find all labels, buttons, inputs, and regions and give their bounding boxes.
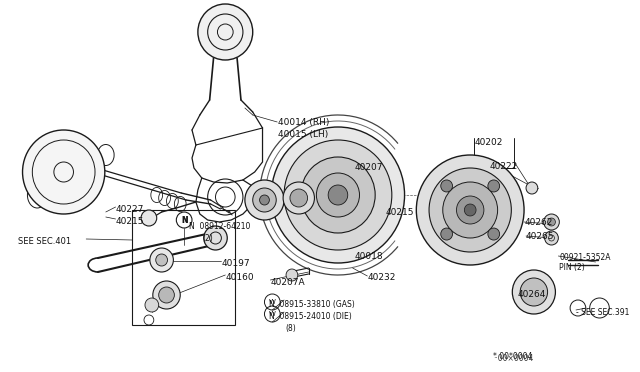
- Circle shape: [301, 157, 375, 233]
- Circle shape: [488, 228, 500, 240]
- Circle shape: [520, 278, 548, 306]
- Circle shape: [545, 231, 558, 245]
- Text: 40227: 40227: [116, 205, 144, 214]
- Text: 40014 (RH): 40014 (RH): [278, 118, 330, 127]
- Circle shape: [328, 185, 348, 205]
- Text: SEE SEC.401: SEE SEC.401: [18, 237, 71, 246]
- Circle shape: [316, 173, 360, 217]
- Circle shape: [198, 4, 253, 60]
- Text: N: N: [181, 215, 188, 224]
- Text: PIN (2): PIN (2): [559, 263, 585, 272]
- Text: * 00*0004: * 00*0004: [493, 352, 532, 361]
- Text: 40232: 40232: [367, 273, 396, 282]
- Text: 40215: 40215: [386, 208, 415, 217]
- Circle shape: [526, 182, 538, 194]
- Circle shape: [141, 210, 157, 226]
- Circle shape: [512, 270, 556, 314]
- Circle shape: [488, 180, 500, 192]
- Circle shape: [159, 287, 174, 303]
- Circle shape: [156, 254, 168, 266]
- Text: 40215: 40215: [116, 217, 144, 226]
- Circle shape: [441, 180, 452, 192]
- Text: W: W: [269, 299, 276, 305]
- Text: W: W: [269, 311, 276, 317]
- Circle shape: [245, 180, 284, 220]
- Text: 40207: 40207: [355, 163, 383, 172]
- Circle shape: [429, 168, 511, 252]
- Circle shape: [548, 218, 556, 226]
- Text: 40018: 40018: [355, 252, 383, 261]
- Circle shape: [153, 281, 180, 309]
- Circle shape: [271, 127, 404, 263]
- Circle shape: [22, 130, 105, 214]
- Circle shape: [443, 182, 498, 238]
- Circle shape: [543, 214, 559, 230]
- Circle shape: [589, 298, 609, 318]
- Circle shape: [456, 196, 484, 224]
- Text: 40202: 40202: [474, 138, 502, 147]
- Circle shape: [145, 298, 159, 312]
- Text: 40160: 40160: [225, 273, 254, 282]
- Text: (2): (2): [203, 234, 214, 243]
- Text: 40207A: 40207A: [270, 278, 305, 287]
- Circle shape: [260, 195, 269, 205]
- Text: N: N: [181, 215, 188, 224]
- Text: 40262: 40262: [524, 218, 552, 227]
- Text: (8): (8): [285, 324, 296, 333]
- Text: 40222: 40222: [490, 162, 518, 171]
- Text: ··00×0004: ··00×0004: [493, 354, 533, 363]
- Text: N  08915-33810 (GAS): N 08915-33810 (GAS): [269, 300, 355, 309]
- Circle shape: [253, 188, 276, 212]
- Text: 40015 (LH): 40015 (LH): [278, 130, 328, 139]
- Text: N  08912-64210: N 08912-64210: [189, 222, 250, 231]
- Circle shape: [441, 228, 452, 240]
- Circle shape: [204, 226, 227, 250]
- Text: 40197: 40197: [221, 259, 250, 268]
- Circle shape: [150, 248, 173, 272]
- Circle shape: [416, 155, 524, 265]
- Circle shape: [283, 182, 314, 214]
- Text: N  08915-24010 (DIE): N 08915-24010 (DIE): [269, 312, 352, 321]
- Text: 40264: 40264: [517, 290, 545, 299]
- Circle shape: [284, 140, 392, 250]
- Circle shape: [286, 269, 298, 281]
- Circle shape: [290, 189, 308, 207]
- Text: 40265: 40265: [526, 232, 554, 241]
- Text: - SEE SEC.391: - SEE SEC.391: [576, 308, 629, 317]
- Circle shape: [464, 204, 476, 216]
- Bar: [132, 210, 235, 325]
- Text: 00921-5352A: 00921-5352A: [559, 253, 611, 262]
